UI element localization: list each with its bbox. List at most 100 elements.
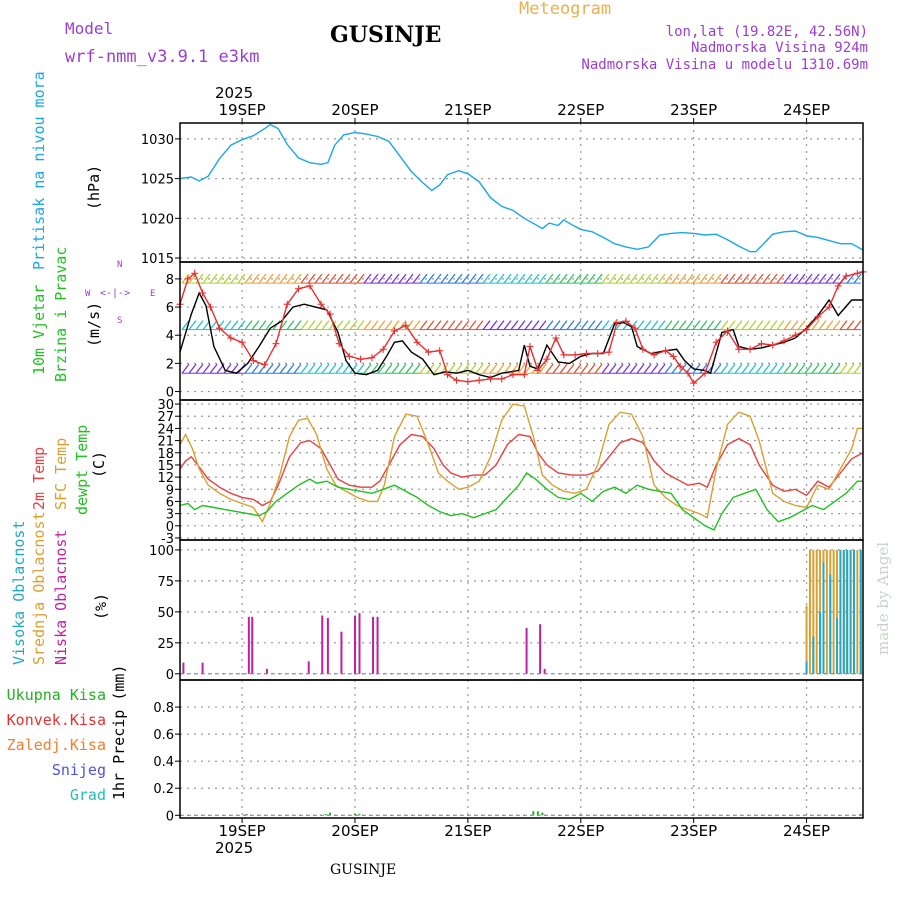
wind-barb <box>279 273 288 284</box>
wind-barb <box>545 363 554 374</box>
wind-barb <box>307 320 316 330</box>
wind-barb <box>377 320 386 330</box>
wind-barb <box>741 363 750 374</box>
wind-barb <box>328 273 337 284</box>
wind-barb <box>293 320 302 330</box>
wind-barb <box>657 320 666 330</box>
y-tick-label: 1030 <box>141 133 174 148</box>
wind-barb <box>335 273 344 284</box>
wind-barb <box>804 273 813 284</box>
wind-barb <box>419 363 428 374</box>
wind-barb <box>195 320 204 330</box>
wind-barb <box>748 363 757 374</box>
y-tick-label: 1020 <box>141 212 174 227</box>
wind-barb <box>839 363 848 374</box>
wind-barb <box>447 320 456 330</box>
wind-barb <box>195 363 204 374</box>
wind-barb <box>447 273 456 284</box>
wind-barb <box>783 320 792 330</box>
y-tick-label: -3 <box>161 532 174 547</box>
wind-barb <box>426 320 435 330</box>
series-line <box>179 291 863 379</box>
data-bar <box>812 636 815 674</box>
y-tick-label: 100 <box>149 544 174 559</box>
wind-barb <box>573 273 582 284</box>
wind-barb <box>377 273 386 284</box>
wind-barb <box>832 273 841 284</box>
y-tick-label: 30 <box>157 398 174 413</box>
wind-barb <box>286 363 295 374</box>
wind-barb <box>188 320 197 330</box>
wind-barb <box>454 320 463 330</box>
data-bar <box>836 618 839 674</box>
y-tick-label: 4 <box>166 329 174 344</box>
wind-barb <box>496 273 505 284</box>
wind-barb <box>594 363 603 374</box>
wind-barb <box>405 273 414 284</box>
wind-barb <box>762 363 771 374</box>
wind-barb <box>538 320 547 330</box>
wind-barb <box>300 363 309 374</box>
wind-barb <box>797 320 806 330</box>
wind-barb <box>601 320 610 330</box>
meteogram-label: Meteogram <box>519 0 612 19</box>
wind-barb <box>713 320 722 330</box>
wind-dir-s: S <box>117 316 123 326</box>
wind-barb <box>706 320 715 330</box>
wind-barb <box>279 363 288 374</box>
x-tick-label-top: 21SEP <box>444 101 491 119</box>
wind-barb <box>692 273 701 284</box>
wind-barb <box>230 320 239 330</box>
wind-barb <box>328 363 337 374</box>
wind-barb <box>727 273 736 284</box>
x-tick-label-bottom: 23SEP <box>670 822 717 840</box>
wind-barb <box>440 320 449 330</box>
y-tick-label: 0 <box>166 668 174 683</box>
wind-barb <box>783 363 792 374</box>
wind-barb <box>818 273 827 284</box>
data-bar <box>353 813 356 816</box>
wind-barb <box>531 273 540 284</box>
wind-barb <box>531 320 540 330</box>
x-tick-label-top: 24SEP <box>783 101 830 119</box>
wind-barb <box>433 363 442 374</box>
x-tick-label-bottom: 21SEP <box>444 822 491 840</box>
wind-barb <box>433 320 442 330</box>
wind-barb <box>489 320 498 330</box>
wind-barb <box>825 363 834 374</box>
x-tick-label-bottom: 19SEP <box>219 822 266 840</box>
y-tick-label: 18 <box>157 447 174 462</box>
y-tick-label: 50 <box>157 606 174 621</box>
wind-barb <box>363 273 372 284</box>
wind-barb <box>853 363 862 374</box>
x-tick-label-top: 23SEP <box>670 101 717 119</box>
wind-barb <box>461 320 470 330</box>
wind-barb <box>370 320 379 330</box>
data-bar <box>358 813 361 816</box>
data-bar <box>859 549 862 674</box>
wind-barb <box>209 273 218 284</box>
wind-barb <box>762 273 771 284</box>
data-bar <box>245 813 248 816</box>
data-bar <box>376 616 379 674</box>
wind-barb <box>412 320 421 330</box>
wind-barb <box>685 273 694 284</box>
wind-barb <box>412 273 421 284</box>
wind-barb <box>755 320 764 330</box>
legend-ukupna: Ukupna Kisa <box>6 686 106 704</box>
wind-barb <box>664 320 673 330</box>
wind-barb <box>601 273 610 284</box>
model-name: wrf-nmm_v3.9.1 e3km <box>65 47 260 67</box>
wind-barb <box>349 273 358 284</box>
data-bar <box>353 615 356 674</box>
wind-barb <box>342 320 351 330</box>
wind-barb <box>440 363 449 374</box>
wind-barb <box>734 273 743 284</box>
series-line <box>179 472 863 531</box>
wind-barb <box>790 320 799 330</box>
wind-barb <box>468 320 477 330</box>
wind-barb <box>839 320 848 330</box>
wind-barb <box>741 320 750 330</box>
y-tick-label: 25 <box>157 637 174 652</box>
wind-barb <box>699 320 708 330</box>
